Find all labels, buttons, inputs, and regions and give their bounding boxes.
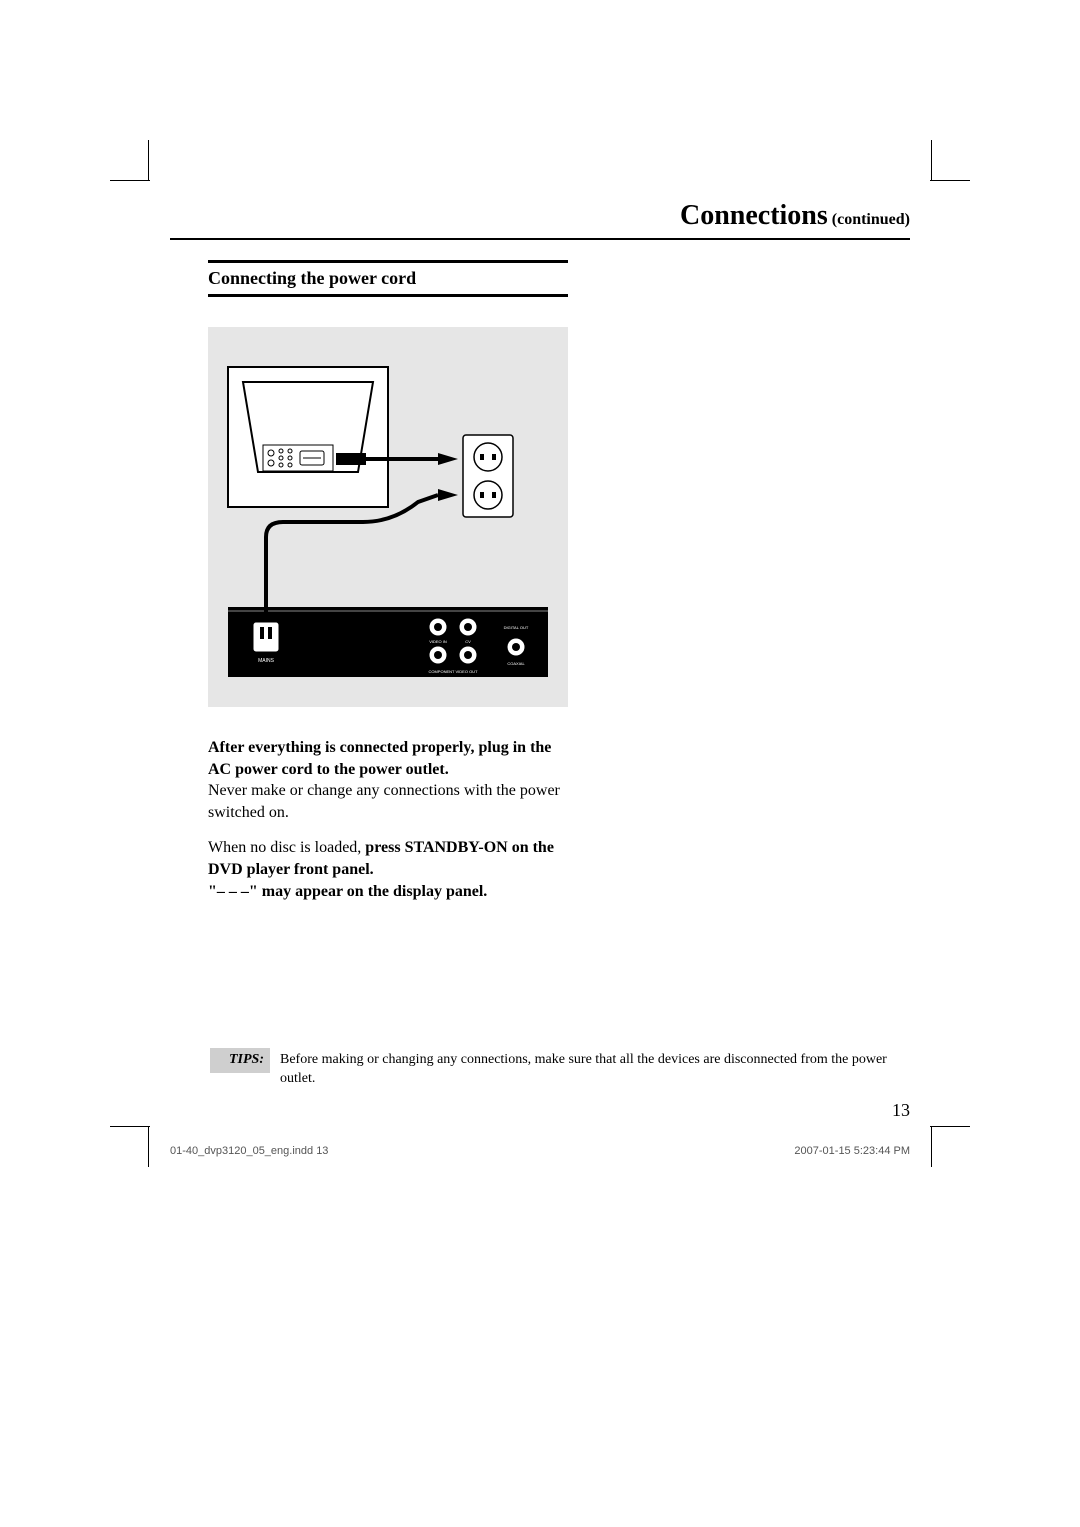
mains-label: MAINS — [258, 658, 275, 664]
p2-bold2: "– – –" may appear on the display panel. — [208, 883, 487, 900]
crop-mark — [931, 140, 932, 180]
tips-label: TIPS: — [210, 1048, 270, 1073]
wall-outlet-icon — [463, 435, 513, 517]
digital-label: DIGITAL OUT — [504, 625, 529, 630]
footer-filename: 01-40_dvp3120_05_eng.indd 13 — [170, 1145, 328, 1157]
content-column: Connecting the power cord — [208, 260, 568, 902]
crop-mark — [930, 1126, 970, 1127]
chapter-title: Connections — [680, 200, 828, 231]
connection-diagram: MAINS VIDEO IN CV COMPONENT VIDEO OUT DI… — [208, 327, 568, 707]
tips-text: Before making or changing any connection… — [270, 1048, 910, 1092]
manual-page: Connections (continued) Connecting the p… — [0, 0, 1080, 1527]
video-in-label: VIDEO IN — [429, 639, 447, 644]
chapter-continued: (continued) — [828, 211, 910, 228]
cv-label: CV — [465, 639, 471, 644]
dvd-power-cord — [266, 489, 458, 622]
crop-mark — [931, 1127, 932, 1167]
chapter-header: Connections (continued) — [170, 200, 910, 240]
body-text: After everything is connected properly, … — [208, 737, 568, 902]
crop-mark — [110, 180, 150, 181]
paragraph-2: When no disc is loaded, press STANDBY-ON… — [208, 837, 568, 902]
tv-power-cord — [336, 453, 458, 465]
tv-icon — [228, 367, 388, 507]
paragraph-1: After everything is connected properly, … — [208, 737, 568, 823]
crop-mark — [148, 1127, 149, 1167]
crop-mark — [148, 140, 149, 180]
page-number: 13 — [892, 1100, 910, 1121]
dvd-player-icon: MAINS VIDEO IN CV COMPONENT VIDEO OUT DI… — [228, 607, 548, 677]
p1-rest: Never make or change any connections wit… — [208, 782, 560, 821]
tips-block: TIPS: Before making or changing any conn… — [210, 1048, 910, 1092]
footer-timestamp: 2007-01-15 5:23:44 PM — [794, 1145, 910, 1157]
component-label: COMPONENT VIDEO OUT — [428, 669, 478, 674]
crop-mark — [930, 180, 970, 181]
section-heading: Connecting the power cord — [208, 260, 568, 297]
coaxial-label: COAXIAL — [507, 661, 525, 666]
diagram-svg: MAINS VIDEO IN CV COMPONENT VIDEO OUT DI… — [208, 327, 568, 707]
p1-bold: After everything is connected properly, … — [208, 739, 551, 778]
p2-lead: When no disc is loaded, — [208, 839, 365, 856]
crop-mark — [110, 1126, 150, 1127]
